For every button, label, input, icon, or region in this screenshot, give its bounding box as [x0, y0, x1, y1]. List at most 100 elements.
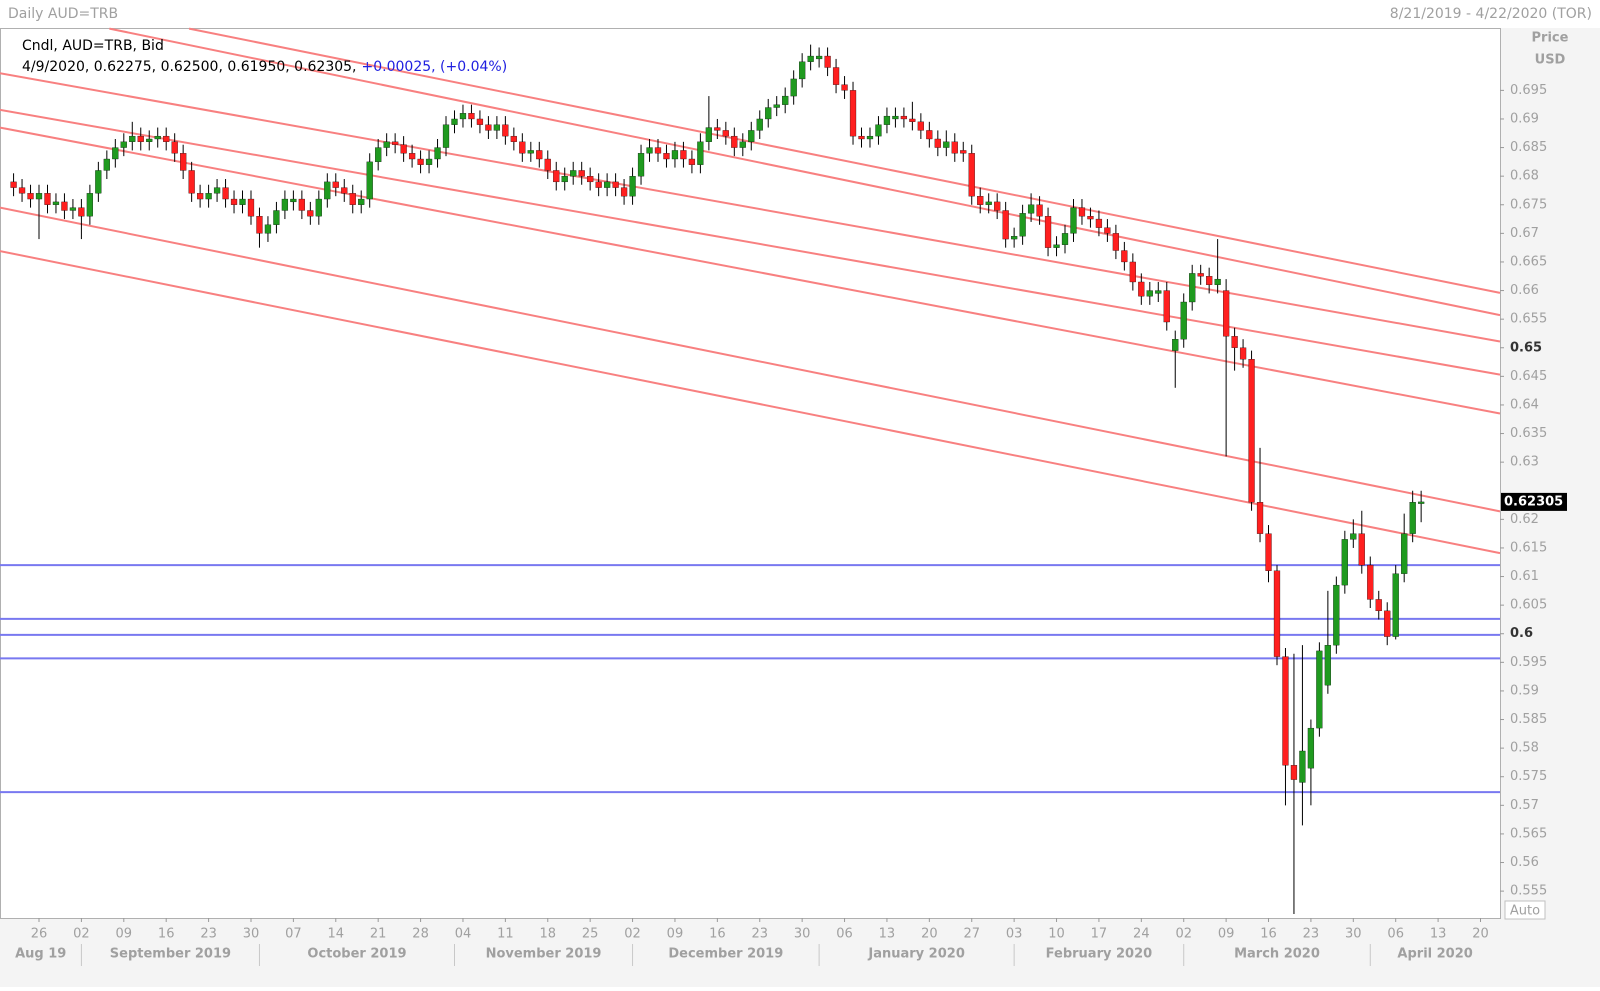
candle-body [1036, 204, 1043, 217]
y-tick-label: 0.68 [1510, 169, 1539, 184]
candle-body [1290, 765, 1298, 780]
candle-body [52, 201, 60, 205]
candle-body [18, 187, 26, 194]
candle-body [290, 198, 297, 203]
candle-body [917, 121, 924, 131]
candle-body [756, 118, 763, 131]
candle-body [95, 170, 102, 194]
title-bar [0, 0, 1600, 28]
y-tick-label: 0.605 [1510, 598, 1547, 613]
candle-body [239, 198, 246, 205]
candle-body [604, 181, 611, 188]
y-tick-label: 0.59 [1510, 683, 1539, 698]
candle-body [1138, 281, 1145, 297]
x-tick-label: 02 [624, 927, 641, 942]
y-tick-label: 0.685 [1510, 140, 1547, 155]
candle-body [646, 147, 653, 154]
y-tick-label: 0.64 [1510, 397, 1539, 412]
x-tick-label: 24 [1133, 927, 1150, 942]
candle-body [1307, 727, 1315, 769]
candle-body [120, 141, 127, 148]
candle-body [1231, 336, 1238, 348]
candle-body [570, 170, 577, 177]
auto-label[interactable]: Auto [1510, 904, 1540, 919]
auto-button[interactable] [1504, 900, 1546, 920]
month-label: March 2020 [1234, 947, 1320, 962]
y-tick-label: 0.565 [1510, 826, 1547, 841]
x-tick-label: 02 [73, 927, 90, 942]
candle-body [298, 198, 305, 211]
x-tick-label: 04 [455, 927, 472, 942]
candle-body [493, 124, 501, 131]
candle-body [773, 104, 780, 108]
candle-body [1027, 204, 1035, 214]
candle-body [663, 153, 670, 160]
candle-body [78, 207, 85, 217]
candle-body [892, 115, 899, 120]
x-tick-label: 02 [1175, 927, 1192, 942]
legend-info: 4/9/2020, 0.62275, 0.62500, 0.61950, 0.6… [22, 59, 357, 75]
month-label: Aug 19 [15, 947, 66, 962]
candle-body [451, 118, 458, 125]
plot-layer [0, 27, 1501, 914]
x-tick-label: 11 [497, 927, 514, 942]
y-tick-label: 0.585 [1510, 712, 1547, 727]
y-tick-label: 0.635 [1510, 426, 1547, 441]
month-label: January 2020 [867, 947, 964, 962]
x-tick-label: 14 [328, 927, 345, 942]
candle-body [1104, 227, 1111, 234]
candle-body [476, 118, 484, 125]
candle-body [408, 153, 416, 160]
candle-body [544, 158, 551, 171]
candle-body [807, 55, 814, 62]
y-tick-label: 0.575 [1510, 769, 1547, 784]
candle-body [375, 147, 382, 163]
y-tick-label: 0.695 [1510, 83, 1547, 98]
x-tick-label: 23 [1303, 927, 1320, 942]
x-tick-label: 09 [1218, 927, 1235, 942]
candle-body [900, 115, 908, 120]
candle-body [739, 141, 746, 148]
last-price-box [1501, 492, 1567, 511]
candle-body [629, 176, 636, 197]
candle-body [222, 187, 229, 200]
y-tick-label: 0.6 [1510, 626, 1533, 641]
candle-body [1112, 233, 1120, 251]
candle-body [790, 78, 797, 97]
candle-body [264, 224, 272, 234]
candle-body [994, 201, 1001, 211]
candle-body [697, 141, 704, 165]
month-label: December 2019 [668, 947, 783, 962]
y-tick-label: 0.595 [1510, 655, 1547, 670]
x-tick-label: 30 [794, 927, 811, 942]
candle-body [688, 158, 696, 165]
candle-body [281, 198, 289, 211]
trend-line [0, 250, 1501, 555]
candle-body [578, 170, 585, 177]
candle-body [1341, 539, 1348, 586]
candle-body [943, 141, 950, 148]
candle-body [815, 55, 823, 60]
y-tick-label: 0.66 [1510, 283, 1539, 298]
y-unit: USD [1535, 53, 1566, 68]
chart-title: Daily AUD=TRB [8, 6, 118, 22]
y-tick-label: 0.615 [1510, 540, 1547, 555]
trend-line [109, 27, 1501, 317]
candle-body [1129, 261, 1136, 283]
month-label: October 2019 [307, 947, 406, 962]
candle-body [315, 198, 322, 217]
x-tick-label: 30 [243, 927, 260, 942]
candle-body [86, 193, 93, 217]
candle-body [714, 127, 721, 131]
x-tick-label: 07 [285, 927, 302, 942]
candle-body [256, 216, 263, 234]
trend-line [0, 72, 1501, 343]
x-tick-label: 16 [158, 927, 175, 942]
candle-body [680, 150, 687, 160]
candle-body [366, 161, 373, 200]
x-tick-label: 27 [963, 927, 980, 942]
candle-body [112, 147, 119, 160]
candle-body [468, 113, 475, 120]
candle-body [188, 170, 195, 194]
candle-body [273, 210, 280, 225]
